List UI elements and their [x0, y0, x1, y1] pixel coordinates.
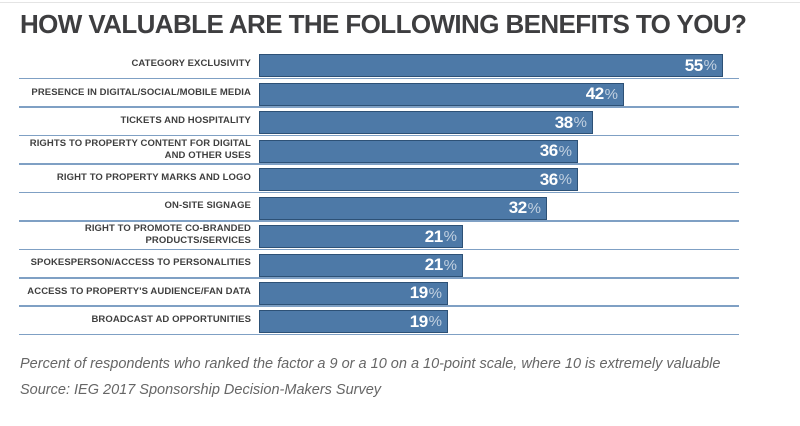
percent-sign: % — [604, 85, 618, 103]
category-label: CATEGORY EXCLUSIVITY — [131, 58, 251, 70]
bar-row: CATEGORY EXCLUSIVITY 55% — [0, 51, 800, 80]
percent-sign: % — [428, 284, 442, 302]
value-number: 19 — [409, 283, 428, 303]
value-bar: 19% — [259, 281, 448, 305]
percent-sign: % — [573, 114, 587, 132]
value-bar: 21% — [259, 253, 463, 277]
percent-sign: % — [443, 256, 457, 274]
category-label: PRESENCE IN DIGITAL/SOCIAL/MOBILE MEDIA — [31, 86, 251, 98]
row-separator — [19, 77, 739, 80]
value-number: 19 — [409, 311, 428, 331]
value-number: 55 — [684, 55, 703, 75]
category-label: ACCESS TO PROPERTY'S AUDIENCE/FAN DATA — [27, 285, 251, 297]
bar-row: ACCESS TO PROPERTY'S AUDIENCE/FAN DATA 1… — [0, 279, 800, 307]
value-bar: 36% — [259, 139, 578, 163]
row-separator — [19, 305, 739, 307]
value-bar: 21% — [259, 225, 463, 249]
percent-sign: % — [558, 171, 572, 189]
percent-sign: % — [558, 142, 572, 160]
category-label: RIGHTS TO PROPERTY CONTENT FOR DIGITAL A… — [29, 137, 251, 161]
category-label: TICKETS AND HOSPITALITY — [120, 115, 251, 127]
bar-row: RIGHTS TO PROPERTY CONTENT FOR DIGITAL A… — [0, 136, 800, 165]
percent-sign: % — [443, 228, 457, 246]
bar-row: PRESENCE IN DIGITAL/SOCIAL/MOBILE MEDIA … — [0, 79, 800, 108]
top-border-line — [0, 2, 800, 3]
bar-row: BROADCAST AD OPPORTUNITIES 19% — [0, 307, 800, 336]
value-number: 36 — [539, 169, 558, 189]
row-separator — [19, 163, 739, 165]
category-label: SPOKESPERSON/ACCESS TO PERSONALITIES — [30, 257, 251, 269]
bar-row: TICKETS AND HOSPITALITY 38% — [0, 108, 800, 137]
chart-footnote: Percent of respondents who ranked the fa… — [20, 356, 721, 372]
value-number: 42 — [585, 84, 604, 104]
value-bar: 32% — [259, 196, 547, 220]
category-label: ON-SITE SIGNAGE — [164, 200, 251, 212]
bar-row: SPOKESPERSON/ACCESS TO PERSONALITIES 21% — [0, 250, 800, 279]
value-bar: 55% — [259, 54, 723, 78]
value-number: 21 — [424, 226, 443, 246]
bar-chart: CATEGORY EXCLUSIVITY 55% PRESENCE IN DIG… — [0, 51, 800, 336]
bar-row: RIGHT TO PROPERTY MARKS AND LOGO 36% — [0, 165, 800, 194]
value-bar: 36% — [259, 168, 578, 192]
chart-title: HOW VALUABLE ARE THE FOLLOWING BENEFITS … — [20, 9, 747, 39]
category-label: BROADCAST AD OPPORTUNITIES — [91, 314, 251, 326]
bar-row: RIGHT TO PROMOTE CO-BRANDED PRODUCTS/SER… — [0, 222, 800, 251]
value-bar: 42% — [259, 82, 624, 106]
percent-sign: % — [428, 313, 442, 331]
row-separator — [19, 134, 739, 137]
category-label: RIGHT TO PROPERTY MARKS AND LOGO — [56, 172, 251, 184]
bar-row: ON-SITE SIGNAGE 32% — [0, 193, 800, 222]
value-bar: 38% — [259, 111, 593, 135]
row-separator — [19, 333, 739, 336]
value-number: 21 — [424, 255, 443, 274]
percent-sign: % — [527, 199, 541, 217]
percent-sign: % — [703, 57, 717, 75]
value-number: 32 — [508, 198, 527, 218]
row-separator — [19, 248, 739, 251]
value-number: 36 — [539, 141, 558, 161]
category-label: RIGHT TO PROMOTE CO-BRANDED PRODUCTS/SER… — [84, 222, 251, 246]
chart-source: Source: IEG 2017 Sponsorship Decision-Ma… — [20, 382, 382, 398]
value-bar: 19% — [259, 310, 448, 334]
value-number: 38 — [554, 112, 573, 132]
row-separator — [19, 106, 739, 108]
row-separator — [19, 191, 739, 194]
row-separator — [19, 220, 739, 222]
row-separator — [19, 277, 739, 279]
